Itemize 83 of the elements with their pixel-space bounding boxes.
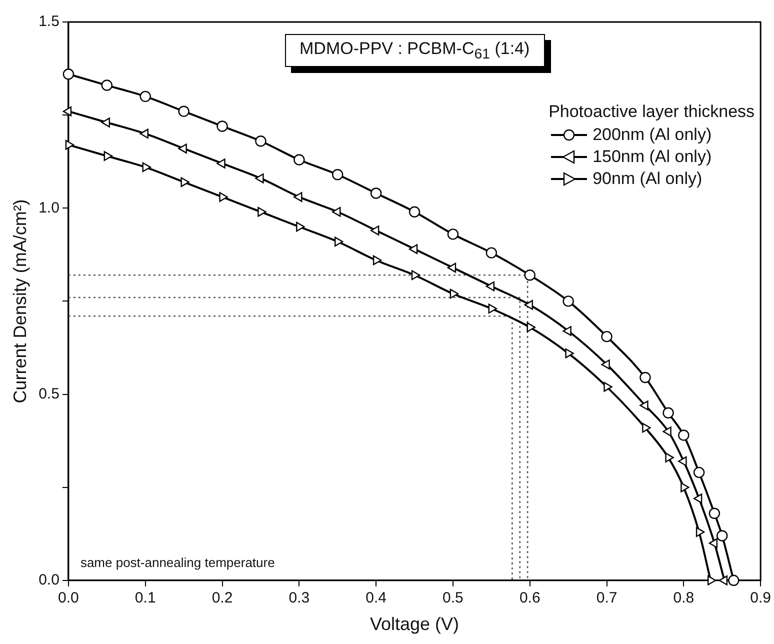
point: [411, 270, 420, 280]
point: [662, 407, 674, 418]
point: [62, 68, 74, 80]
point: [255, 173, 264, 184]
point: [294, 192, 302, 202]
point: [524, 300, 533, 310]
point: [216, 158, 226, 168]
point: [601, 360, 610, 370]
legend-label: 200nm (Al only): [592, 125, 712, 145]
point: [728, 574, 740, 586]
y-tick-label: 1.5: [38, 13, 60, 30]
text: MDMO-PPV : PCBM-C$_{61}$ (1:4): [284, 34, 545, 68]
point: [562, 326, 572, 336]
x-tick-label: 0.0: [58, 590, 79, 607]
point: [178, 106, 190, 117]
point: [680, 482, 690, 492]
legend-label: 90nm (Al only): [592, 169, 702, 189]
legend-label: 150nm (Al only): [592, 147, 712, 167]
point: [562, 296, 574, 307]
point: [486, 281, 495, 292]
point: [486, 247, 498, 258]
y-tick-label: 0.5: [38, 385, 60, 402]
x-tick-label: 0.1: [134, 590, 156, 607]
point: [258, 206, 266, 217]
x-tick-label: 0.6: [519, 590, 540, 607]
point: [408, 206, 420, 218]
x-tick-label: 0.7: [596, 590, 618, 607]
point: [216, 120, 228, 132]
y-tick-label: 0.0: [38, 572, 60, 589]
x-tick-label: 0.2: [212, 590, 233, 607]
point: [447, 262, 456, 273]
point: [65, 140, 74, 150]
point: [140, 90, 151, 102]
point: [372, 255, 382, 266]
point: [104, 151, 113, 161]
point: [678, 456, 687, 466]
point: [178, 144, 187, 154]
point: [219, 192, 228, 202]
y-tick-label: 1.0: [38, 199, 60, 216]
point: [296, 222, 305, 232]
point: [332, 169, 344, 180]
point: [370, 226, 380, 236]
x-axis-title: Voltage (V): [370, 614, 460, 634]
point: [604, 382, 612, 392]
x-tick-label: 0.3: [288, 590, 310, 607]
point: [294, 154, 305, 166]
point: [524, 270, 536, 281]
point: [255, 136, 266, 147]
point: [101, 118, 110, 128]
point: [678, 430, 690, 441]
point: [334, 236, 344, 247]
point: [601, 330, 612, 342]
point: [696, 527, 705, 537]
point: [488, 304, 498, 314]
point: [708, 508, 720, 519]
legend-title: Photoactive layer thickness: [548, 102, 755, 122]
point: [447, 228, 459, 240]
annotation: same post-annealing temperature: [80, 555, 275, 570]
point: [140, 128, 148, 139]
point: [642, 422, 651, 433]
point: [693, 494, 702, 504]
point: [332, 206, 341, 217]
point: [716, 530, 728, 542]
x-tick-label: 0.4: [366, 590, 386, 607]
point: [708, 538, 718, 548]
x-tick-label: 0.5: [442, 590, 464, 607]
point: [450, 288, 459, 299]
point: [408, 244, 418, 254]
x-tick-label: 0.8: [673, 590, 694, 607]
point: [62, 106, 72, 116]
point: [101, 80, 113, 91]
point: [665, 452, 674, 462]
x-tick-label: 0.9: [750, 590, 772, 607]
point: [640, 372, 651, 384]
point: [662, 426, 672, 436]
point: [565, 348, 574, 358]
point: [693, 466, 705, 478]
y-axis-title: Current Density (mA/cm²): [10, 199, 30, 404]
point: [370, 188, 382, 199]
point: [526, 322, 536, 332]
point: [640, 400, 648, 410]
point: [180, 177, 190, 188]
point: [142, 162, 151, 172]
